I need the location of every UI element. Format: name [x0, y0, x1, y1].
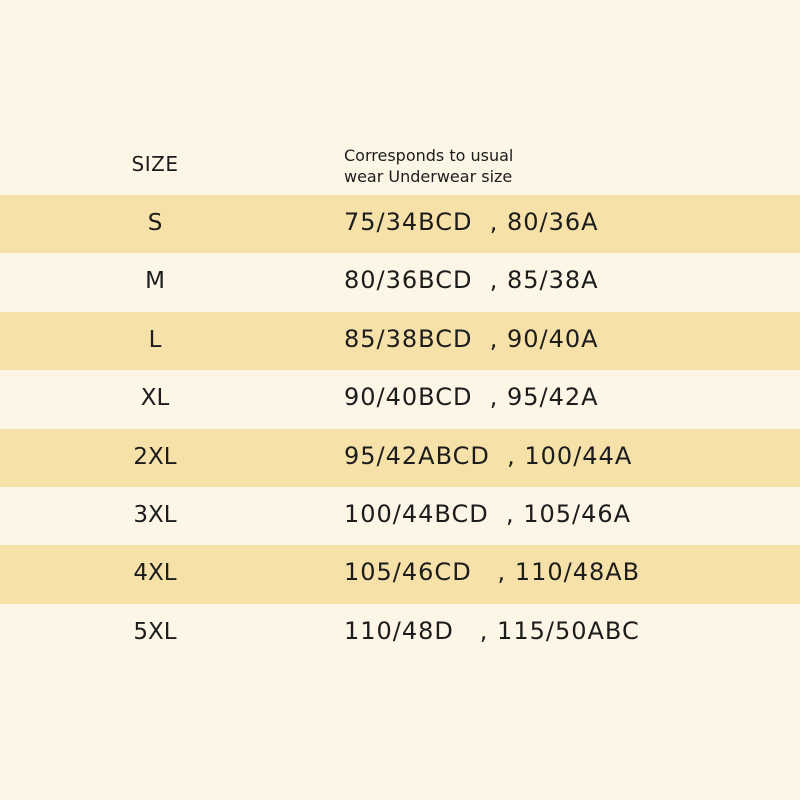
table-row: M 80/36BCD , 85/38A: [0, 253, 800, 311]
underwear-size-cell: 95/42ABCD , 100/44A: [344, 441, 633, 470]
size-cell: XL: [140, 385, 170, 412]
size-cell: 4XL: [133, 560, 177, 587]
table-row: 4XL 105/46CD , 110/48AB: [0, 545, 800, 604]
table-row: L 85/38BCD , 90/40A: [0, 311, 800, 371]
header-line: wear Underwear size: [344, 167, 513, 186]
table-row: S 75/34BCD , 80/36A: [0, 195, 800, 254]
underwear-size-cell: 75/34BCD , 80/36A: [344, 208, 599, 236]
size-cell: S: [147, 210, 163, 236]
size-cell: 2XL: [133, 443, 177, 470]
underwear-size-cell: 85/38BCD , 90/40A: [344, 324, 599, 353]
size-column-header: SIZE: [131, 152, 179, 176]
underwear-size-cell: 90/40BCD , 95/42A: [344, 383, 599, 412]
table-row: 3XL 100/44BCD , 105/46A: [0, 487, 800, 545]
underwear-size-column-header: Corresponds to usual wear Underwear size: [344, 145, 513, 187]
underwear-size-cell: 80/36BCD , 85/38A: [344, 266, 599, 295]
size-cell: L: [148, 326, 162, 353]
underwear-size-cell: 105/46CD , 110/48AB: [344, 558, 641, 587]
underwear-size-cell: 100/44BCD , 105/46A: [344, 499, 632, 528]
size-table: S 75/34BCD , 80/36A M 80/36BCD , 85/38A L 85/…: [0, 195, 800, 662]
table-row: XL 90/40BCD , 95/42A: [0, 370, 800, 428]
underwear-size-cell: 110/48D , 115/50ABC: [344, 616, 640, 645]
table-header: SIZE Corresponds to usual wear Underwear…: [0, 0, 800, 195]
table-row: 5XL 110/48D , 115/50ABC: [0, 604, 800, 662]
size-cell: 3XL: [133, 501, 177, 528]
size-cell: 5XL: [133, 618, 177, 645]
table-row: 2XL 95/42ABCD , 100/44A: [0, 428, 800, 487]
header-line: Corresponds to usual: [344, 146, 514, 165]
size-cell: M: [145, 268, 165, 295]
